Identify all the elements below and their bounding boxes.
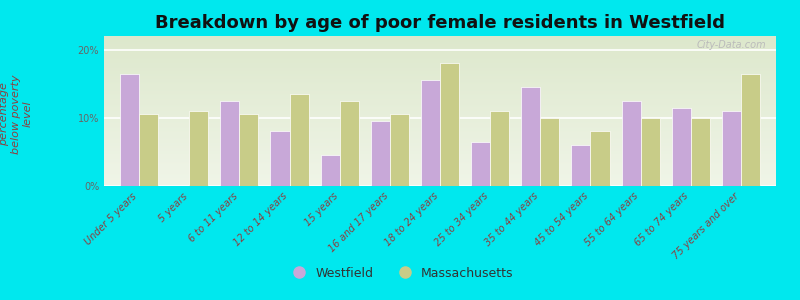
Title: Breakdown by age of poor female residents in Westfield: Breakdown by age of poor female resident…: [155, 14, 725, 32]
Bar: [370, 121, 390, 186]
Bar: [239, 114, 258, 186]
Bar: [722, 111, 741, 186]
Bar: [622, 101, 641, 186]
Bar: [139, 114, 158, 186]
Text: City-Data.com: City-Data.com: [696, 40, 766, 50]
Bar: [120, 74, 139, 186]
Bar: [672, 108, 690, 186]
Bar: [490, 111, 510, 186]
Bar: [290, 94, 309, 186]
Bar: [641, 118, 660, 186]
Bar: [390, 114, 409, 186]
Bar: [690, 118, 710, 186]
Bar: [220, 101, 239, 186]
Bar: [321, 155, 340, 186]
Bar: [340, 101, 358, 186]
Bar: [522, 87, 540, 186]
Bar: [471, 142, 490, 186]
Bar: [590, 131, 610, 186]
Bar: [190, 111, 208, 186]
Bar: [571, 145, 590, 186]
Text: percentage
below poverty
level: percentage below poverty level: [0, 74, 33, 154]
Bar: [440, 63, 459, 186]
Legend: Westfield, Massachusetts: Westfield, Massachusetts: [282, 262, 518, 285]
Bar: [421, 80, 440, 186]
Bar: [741, 74, 760, 186]
Bar: [270, 131, 290, 186]
Bar: [540, 118, 559, 186]
